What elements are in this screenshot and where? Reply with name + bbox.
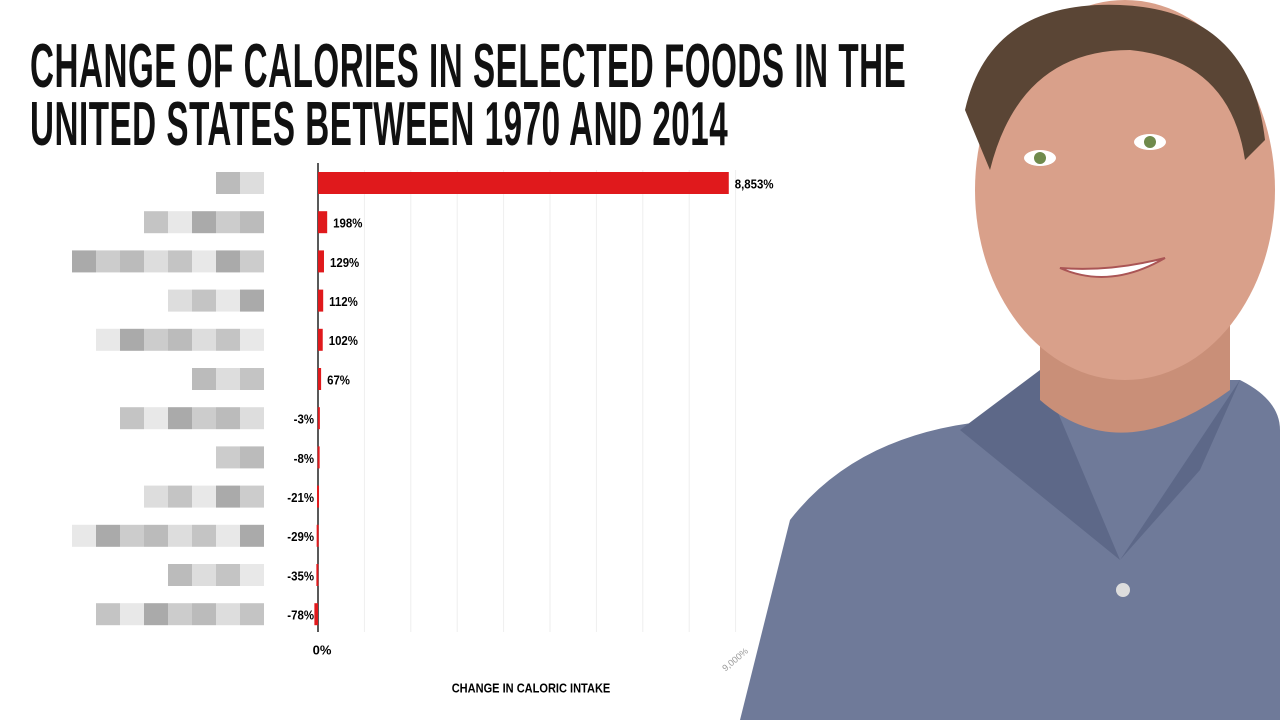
blurred-label bbox=[192, 250, 216, 273]
bar bbox=[316, 524, 319, 547]
blurred-label bbox=[216, 524, 240, 547]
blurred-label bbox=[216, 328, 240, 351]
blurred-label bbox=[216, 289, 240, 312]
bar bbox=[318, 368, 322, 390]
bar bbox=[314, 603, 318, 626]
blurred-label bbox=[144, 524, 168, 547]
blurred-label bbox=[168, 250, 192, 273]
blurred-label bbox=[192, 564, 216, 586]
value-label: -78% bbox=[287, 608, 314, 623]
value-label: 112% bbox=[329, 294, 358, 309]
blurred-label bbox=[144, 485, 168, 508]
blurred-label bbox=[216, 603, 240, 626]
blurred-label bbox=[168, 603, 192, 626]
value-label: 8,853% bbox=[735, 177, 774, 192]
blurred-label bbox=[168, 524, 192, 547]
blurred-label bbox=[120, 407, 144, 430]
blurred-label bbox=[192, 328, 216, 351]
blurred-label bbox=[240, 446, 264, 469]
blurred-label bbox=[120, 524, 144, 547]
blurred-label bbox=[216, 211, 240, 234]
blurred-label bbox=[240, 603, 264, 626]
value-label: -35% bbox=[287, 569, 314, 584]
blurred-label bbox=[216, 368, 240, 390]
value-label: -8% bbox=[294, 451, 314, 466]
blurred-label bbox=[120, 603, 144, 626]
blurred-label bbox=[240, 368, 264, 390]
blurred-label bbox=[192, 368, 216, 390]
chart-title: CHANGE OF CALORIES IN SELECTED FOODS IN … bbox=[30, 32, 907, 159]
blurred-label bbox=[216, 485, 240, 508]
value-label: 67% bbox=[327, 373, 350, 388]
blurred-label bbox=[192, 603, 216, 626]
value-label: -3% bbox=[294, 412, 314, 427]
blurred-label bbox=[216, 407, 240, 430]
blurred-label bbox=[168, 289, 192, 312]
blurred-label bbox=[144, 603, 168, 626]
blurred-label bbox=[240, 211, 264, 234]
bar bbox=[317, 446, 320, 469]
x-axis-label: CHANGE IN CALORIC INTAKE bbox=[452, 681, 611, 696]
bar bbox=[318, 328, 323, 351]
blurred-label bbox=[144, 250, 168, 273]
blurred-label bbox=[144, 407, 168, 430]
bar bbox=[318, 289, 324, 312]
blurred-label bbox=[120, 328, 144, 351]
value-label: 198% bbox=[333, 216, 362, 231]
value-label: 102% bbox=[329, 334, 358, 349]
x-tick-label: 9,000% bbox=[720, 646, 750, 673]
blurred-label bbox=[168, 211, 192, 234]
value-label: -29% bbox=[287, 530, 314, 545]
blurred-label bbox=[168, 407, 192, 430]
blurred-label bbox=[216, 250, 240, 273]
blurred-label bbox=[72, 250, 96, 273]
blurred-label bbox=[240, 564, 264, 586]
blurred-label bbox=[168, 564, 192, 586]
blurred-label bbox=[96, 524, 120, 547]
blurred-label bbox=[240, 407, 264, 430]
blurred-label bbox=[240, 328, 264, 351]
x-tick-label: 0% bbox=[313, 642, 332, 657]
blurred-label bbox=[96, 603, 120, 626]
blurred-label bbox=[192, 524, 216, 547]
bar bbox=[318, 172, 729, 194]
blurred-label bbox=[240, 250, 264, 273]
presenter-photo bbox=[740, 0, 1280, 720]
value-label: -21% bbox=[287, 490, 314, 505]
blurred-label bbox=[168, 485, 192, 508]
blurred-label bbox=[96, 250, 120, 273]
bar bbox=[316, 564, 319, 586]
blurred-label bbox=[144, 211, 168, 234]
blurred-label bbox=[192, 289, 216, 312]
blurred-label bbox=[72, 524, 96, 547]
bar bbox=[317, 407, 320, 430]
blurred-label bbox=[144, 328, 168, 351]
blurred-label bbox=[240, 172, 264, 194]
blurred-label bbox=[192, 485, 216, 508]
blurred-label bbox=[168, 328, 192, 351]
blurred-label bbox=[192, 211, 216, 234]
blurred-label bbox=[240, 485, 264, 508]
blurred-label bbox=[120, 250, 144, 273]
bar bbox=[317, 485, 320, 508]
bar bbox=[318, 211, 328, 234]
blurred-label bbox=[216, 564, 240, 586]
blurred-label bbox=[216, 172, 240, 194]
blurred-label bbox=[192, 407, 216, 430]
blurred-label bbox=[216, 446, 240, 469]
blurred-label bbox=[240, 289, 264, 312]
blurred-label bbox=[240, 524, 264, 547]
blurred-label bbox=[96, 328, 120, 351]
bar bbox=[318, 250, 324, 273]
value-label: 129% bbox=[330, 255, 359, 270]
